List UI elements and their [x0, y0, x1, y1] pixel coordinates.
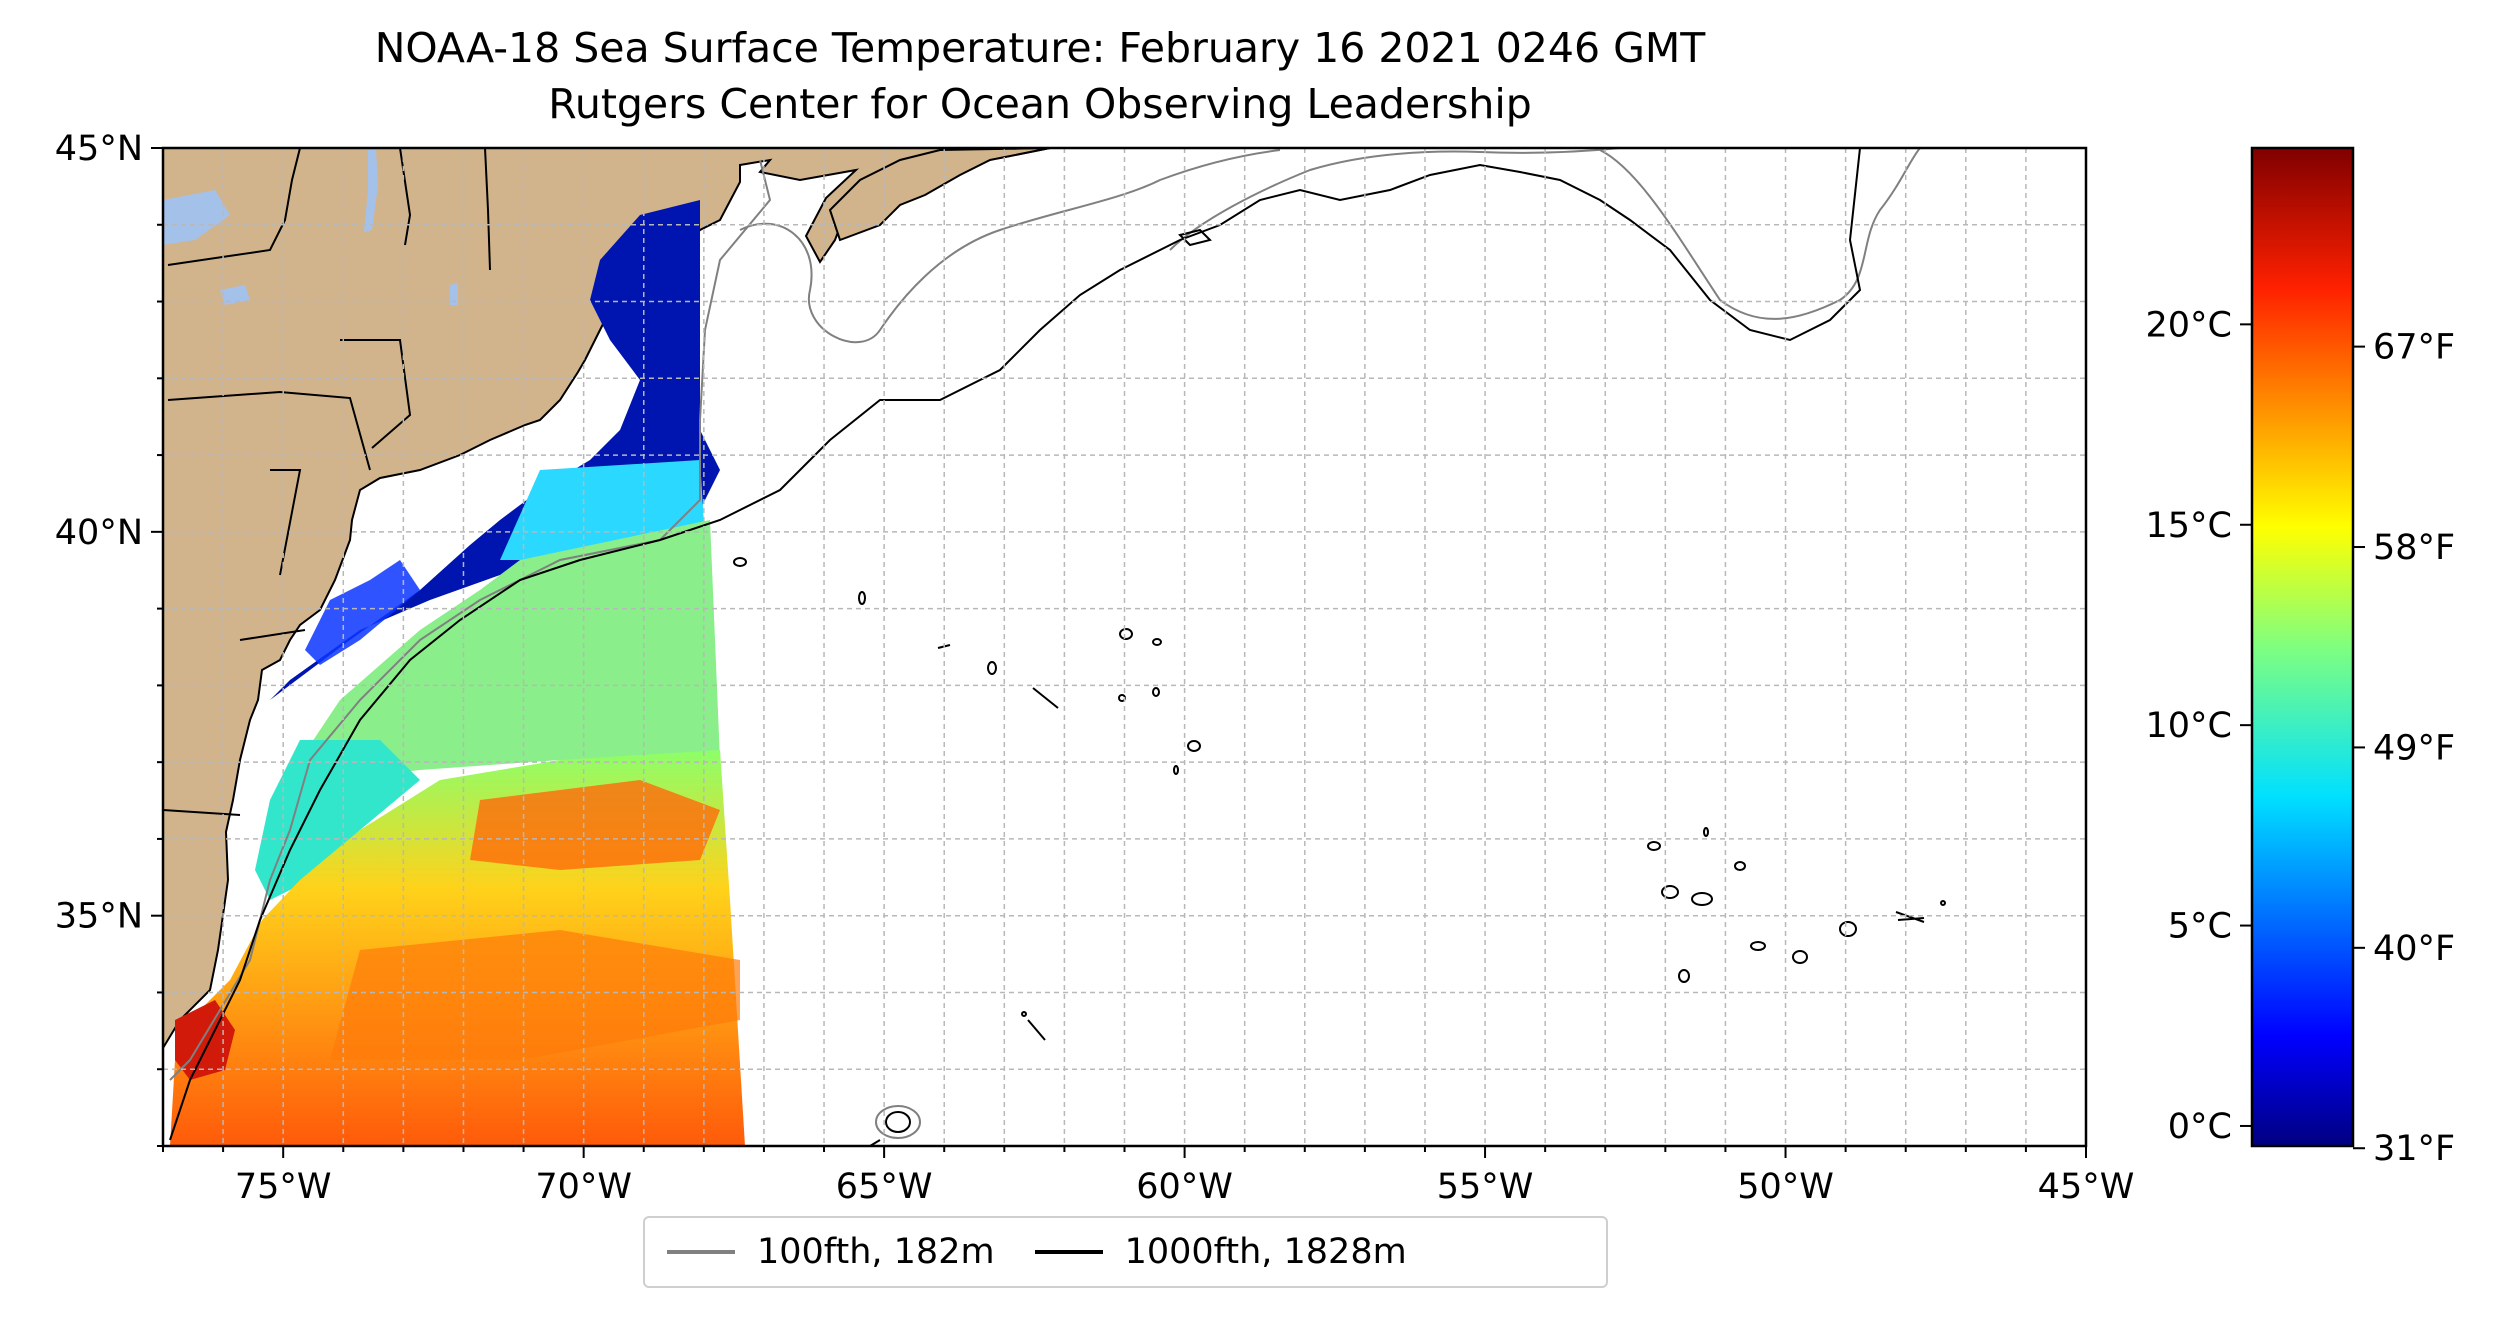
- sst-gulf-stream-orange: [470, 780, 720, 870]
- lon-label: 55°W: [1437, 1167, 1534, 1207]
- legend-label-1000fth: 1000fth, 1828m: [1124, 1232, 1407, 1272]
- legend-label-100fth: 100fth, 182m: [757, 1232, 995, 1272]
- isobath-1000fth: [169, 148, 1862, 1141]
- state-borders: [163, 148, 491, 816]
- legend-swatch-1000fth: [1034, 1250, 1103, 1254]
- sst-mid-green: [300, 520, 720, 780]
- sst-data-swath: [170, 200, 745, 1146]
- lon-label: 70°W: [535, 1167, 632, 1207]
- lake-quabbin: [450, 283, 458, 305]
- lat-lon-grid: [163, 148, 2086, 1146]
- legend-item-100fth: 100fth, 182m: [667, 1232, 995, 1272]
- isobath-100fth: [169, 148, 1921, 1081]
- legend-swatch-100fth: [667, 1250, 735, 1254]
- map-subtitle: Rutgers Center for Ocean Observing Leade…: [548, 80, 1532, 128]
- lake-small: [220, 285, 250, 305]
- land-newfoundland: [828, 148, 1051, 242]
- axis-ticks: [151, 147, 2087, 1158]
- latitude-labels: 45°N 40°N 35°N: [55, 129, 143, 937]
- map-title: NOAA-18 Sea Surface Temperature: Februar…: [374, 24, 1706, 72]
- land-north-america: [163, 148, 1051, 1050]
- lake-champlain: [364, 150, 378, 232]
- map-plot-area: [163, 148, 2086, 1146]
- seamount-contours: [733, 228, 1946, 1146]
- lat-label: 45°N: [55, 129, 143, 169]
- lat-label: 40°N: [55, 513, 143, 553]
- sst-cold-coastal: [305, 560, 420, 665]
- lon-label: 60°W: [1136, 1167, 1233, 1207]
- sst-cyan-band: [255, 740, 420, 900]
- lat-label: 35°N: [55, 897, 143, 937]
- lon-label: 45°W: [2038, 1167, 2135, 1207]
- lon-label: 65°W: [836, 1167, 933, 1207]
- sst-orange-band-2: [330, 930, 740, 1060]
- lon-label: 50°W: [1737, 1167, 1834, 1207]
- isobath-legend: 100fth, 182m 1000fth, 1828m: [643, 1216, 1608, 1288]
- lon-label: 75°W: [235, 1167, 332, 1207]
- lake-ontario-edge: [163, 190, 230, 245]
- longitude-labels: 75°W 70°W 65°W 60°W 55°W 50°W 45°W: [235, 1167, 2134, 1207]
- sst-cold-north: [270, 200, 720, 700]
- legend-item-1000fth: 1000fth, 1828m: [1034, 1232, 1407, 1272]
